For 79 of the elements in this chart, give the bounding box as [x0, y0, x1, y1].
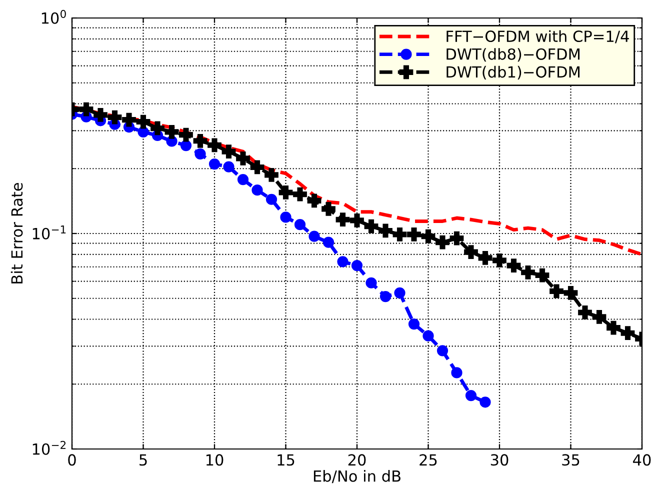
point: [450, 231, 464, 246]
point: [194, 148, 206, 160]
point: [421, 229, 436, 244]
x-tick-label: 5: [140, 454, 147, 466]
point: [408, 318, 420, 330]
point: [392, 227, 407, 242]
point: [164, 124, 179, 139]
point: [422, 330, 434, 342]
point: [380, 290, 392, 302]
point: [208, 158, 220, 170]
legend-label: DWT(db8)−OFDM: [446, 48, 580, 62]
point: [436, 235, 450, 250]
point: [366, 277, 377, 288]
point: [294, 219, 306, 230]
point: [223, 161, 234, 172]
point: [150, 121, 164, 136]
point: [280, 212, 292, 223]
point: [252, 184, 263, 196]
point: [465, 390, 477, 402]
point: [378, 224, 392, 238]
point: [250, 160, 264, 174]
point: [180, 140, 192, 152]
point: [492, 253, 506, 268]
point: [179, 128, 193, 142]
point: [208, 138, 222, 152]
point: [620, 326, 635, 340]
point: [94, 108, 108, 122]
legend-label: DWT(db1)−OFDM: [446, 66, 580, 80]
point: [521, 265, 535, 280]
point: [351, 260, 363, 272]
x-axis-title: Eb/No in dB: [314, 470, 400, 484]
point: [308, 230, 320, 242]
point: [108, 110, 122, 124]
point: [436, 345, 448, 356]
point: [322, 202, 336, 216]
point: [322, 236, 334, 248]
x-tick-label: 10: [206, 454, 224, 466]
point: [193, 134, 208, 148]
point: [336, 212, 350, 227]
point: [236, 151, 250, 166]
x-tick-label: 40: [633, 454, 651, 466]
x-tick-label: 35: [562, 454, 580, 466]
point: [266, 194, 278, 205]
point: [506, 258, 521, 272]
point: [606, 320, 620, 335]
point: [122, 112, 136, 127]
point: [278, 186, 293, 200]
point: [337, 256, 348, 268]
point: [364, 219, 378, 234]
y-axis-title: Bit Error Rate: [10, 182, 23, 284]
y-tick-label: 10$^{0}$: [42, 10, 66, 24]
point: [480, 396, 491, 408]
point: [136, 114, 150, 129]
point: [578, 306, 592, 320]
point: [407, 227, 421, 242]
point: [535, 268, 550, 282]
point: [237, 174, 249, 186]
point: [394, 287, 406, 298]
point: [564, 286, 578, 300]
point: [550, 284, 564, 298]
point: [222, 144, 236, 159]
x-tick-label: 20: [348, 454, 366, 466]
point: [307, 194, 322, 208]
y-tick-label: 10$^{−1}$: [32, 226, 66, 240]
point: [350, 213, 364, 228]
x-tick-label: 0: [68, 454, 76, 466]
point: [592, 310, 606, 324]
point: [138, 126, 149, 138]
legend-label: FFT−OFDM with CP=1/4: [446, 30, 629, 44]
x-tick-label: 25: [420, 454, 437, 466]
x-tick-label: 30: [490, 454, 508, 466]
point: [451, 367, 462, 378]
point: [464, 245, 478, 260]
point: [264, 168, 278, 182]
x-tick-label: 15: [278, 454, 294, 466]
point: [478, 251, 492, 265]
point: [293, 187, 307, 202]
point: [79, 102, 94, 116]
y-tick-label: 10$^{−2}$: [32, 440, 66, 455]
